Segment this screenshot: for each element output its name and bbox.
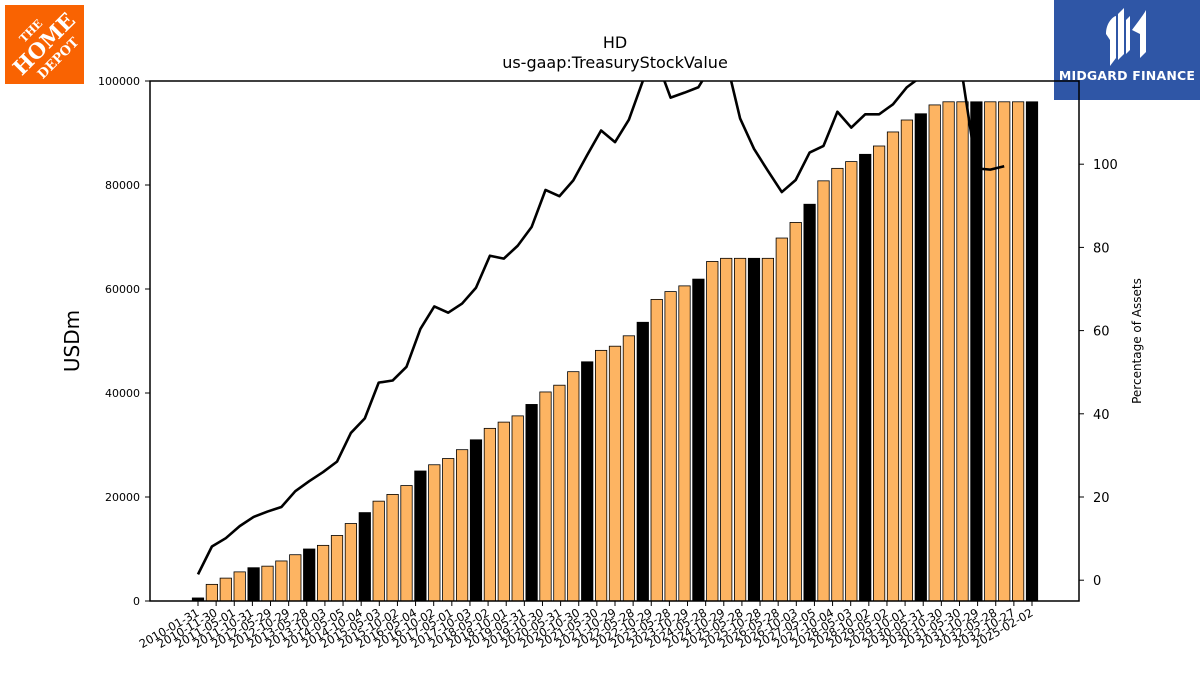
bar-2012-07-29 <box>330 535 344 602</box>
home-depot-logo-background <box>5 5 84 84</box>
bar-2013-05-05 <box>372 500 385 602</box>
bar-2012-10-28 <box>344 523 358 602</box>
bar-2015-08-02 <box>497 421 510 602</box>
bar-2023-10-29 <box>956 101 969 602</box>
bar-2018-04-29 <box>650 298 663 602</box>
bar-2023-04-30 <box>928 104 941 602</box>
bar-2010-05-02 <box>205 583 218 602</box>
y2-tick-label-60: 60 <box>1093 325 1110 340</box>
chart-title: HD <box>603 33 627 52</box>
bar-2017-07-30 <box>608 345 622 602</box>
bar-2019-11-03 <box>734 257 747 602</box>
y-axis-label-right: Percentage of Assets <box>1130 278 1144 404</box>
bar-2015-11-01 <box>511 415 524 602</box>
bar-2024-07-28 <box>998 101 1011 602</box>
bar-2019-05-05 <box>706 261 719 602</box>
bar-2016-07-31 <box>553 384 566 602</box>
bar-2011-01-30 <box>247 567 260 602</box>
bar-series <box>191 101 1039 602</box>
line-series <box>196 81 1005 575</box>
y-axis-left: 0 20000 40000 60000 80000 100000 <box>98 75 150 608</box>
x-axis: 2010-01-312010-11-302011-05-012011-10-31… <box>137 601 1036 651</box>
bar-2021-08-01 <box>831 167 844 602</box>
bar-2011-10-30 <box>289 554 302 602</box>
bar-2021-05-02 <box>817 180 830 602</box>
bar-2012-01-29 <box>303 548 316 602</box>
y-tick-label-0: 0 <box>133 595 140 608</box>
midgard-finance-logo-text: MIDGARD FINANCE <box>1058 68 1196 83</box>
bar-2014-08-03 <box>442 458 455 602</box>
y-axis-label-left: USDm <box>60 310 84 372</box>
bar-2011-07-31 <box>275 560 288 602</box>
bar-2020-02-02 <box>747 257 761 602</box>
bar-2016-01-31 <box>525 404 538 602</box>
bar-2011-05-01 <box>261 565 274 602</box>
bar-2024-10-27 <box>1012 101 1025 602</box>
bar-2014-11-02 <box>455 449 469 602</box>
bar-2021-10-31 <box>845 161 858 602</box>
y2-tick-label-100: 100 <box>1093 158 1118 173</box>
bar-2015-02-01 <box>469 439 483 602</box>
bar-2020-11-01 <box>789 222 802 602</box>
bar-2018-10-28 <box>678 285 691 602</box>
bar-2010-08-01 <box>219 577 232 602</box>
bar-2024-04-28 <box>984 101 997 602</box>
bar-2022-01-30 <box>859 153 872 602</box>
bar-2020-08-02 <box>775 237 788 602</box>
bar-2022-05-01 <box>873 145 886 602</box>
bar-2013-02-03 <box>358 512 371 602</box>
bar-2017-01-29 <box>581 361 594 602</box>
y-tick-label-40000: 40000 <box>105 387 140 400</box>
bar-2023-01-29 <box>914 113 927 602</box>
chart-subtitle: us-gaap:TreasuryStockValue <box>502 53 728 72</box>
bar-2014-05-04 <box>428 464 441 602</box>
bar-2010-10-31 <box>233 571 246 602</box>
y2-tick-label-20: 20 <box>1093 491 1110 506</box>
bar-2025-02-02 <box>1025 101 1039 602</box>
bar-2019-02-03 <box>692 278 705 602</box>
bar-2016-10-30 <box>567 371 580 602</box>
y2-tick-label-80: 80 <box>1093 241 1110 256</box>
bar-2021-01-31 <box>803 203 816 602</box>
y2-tick-label-40: 40 <box>1093 408 1110 423</box>
bar-2024-01-28 <box>970 101 983 602</box>
y-axis-right: 0 20 40 60 80 100 <box>1079 158 1118 589</box>
bar-2022-07-31 <box>886 131 900 602</box>
bar-2012-04-29 <box>316 544 330 602</box>
y-tick-label-20000: 20000 <box>105 491 140 504</box>
bar-2018-07-29 <box>664 291 677 602</box>
bar-2020-05-03 <box>761 257 775 602</box>
bar-2022-10-30 <box>900 119 914 602</box>
bar-2013-08-04 <box>386 493 399 602</box>
bar-2016-05-01 <box>539 391 552 602</box>
bar-2015-05-03 <box>483 427 497 602</box>
y2-tick-label-0: 0 <box>1093 574 1101 589</box>
percentage-of-assets-line <box>196 81 1005 575</box>
home-depot-logo-icon: THE HOME DEPOT <box>5 5 84 84</box>
bar-2018-01-28 <box>636 321 649 602</box>
y-tick-label-60000: 60000 <box>105 283 140 296</box>
midgard-finance-logo-icon <box>1106 8 1146 66</box>
y-tick-label-80000: 80000 <box>105 179 140 192</box>
y-tick-label-100000: 100000 <box>98 75 140 88</box>
bar-2019-08-04 <box>720 257 733 602</box>
bar-2023-07-30 <box>942 101 955 602</box>
bar-2013-11-03 <box>400 485 413 602</box>
bar-2014-02-02 <box>414 470 427 602</box>
bar-2017-10-29 <box>622 335 636 602</box>
bar-2017-04-30 <box>595 349 608 602</box>
